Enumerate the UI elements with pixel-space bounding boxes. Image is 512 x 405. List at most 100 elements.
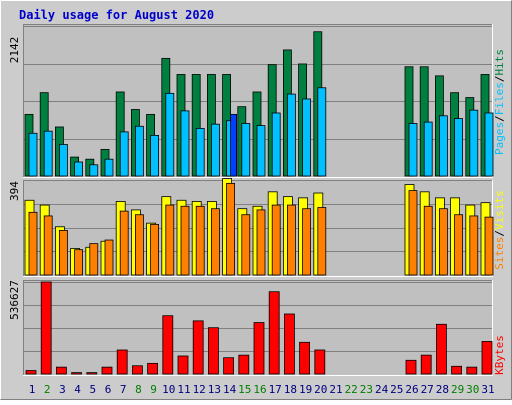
day-label-21: 21 [329, 383, 342, 396]
bar-files-day-28 [438, 115, 448, 177]
bar-files-day-2 [43, 130, 53, 177]
bar-kbytes-day-11 [177, 355, 189, 375]
bar-kbytes-day-13 [207, 327, 219, 375]
bar-kbytes-day-9 [147, 362, 159, 375]
bar-files-day-13 [210, 123, 220, 177]
bar-kbytes-day-16 [253, 322, 265, 375]
bar-sites-day-10 [165, 204, 175, 276]
day-label-5: 5 [89, 383, 96, 396]
day-label-28: 28 [436, 383, 449, 396]
bar-sites-day-30 [469, 215, 479, 276]
chart-title: Daily usage for August 2020 [19, 8, 214, 22]
bar-kbytes-day-4 [71, 372, 82, 375]
day-label-17: 17 [269, 383, 282, 396]
ymax-label-kbytes: 536627 [8, 280, 21, 320]
panel-visits-sites [23, 178, 494, 277]
bar-files-day-16 [256, 125, 266, 177]
bar-kbytes-day-6 [101, 366, 113, 375]
legend-hits: Hits [493, 49, 506, 76]
legend-sep-2: / [493, 76, 506, 83]
day-label-20: 20 [314, 383, 327, 396]
day-label-22: 22 [345, 383, 358, 396]
bar-files-day-31 [484, 112, 494, 177]
day-label-11: 11 [177, 383, 190, 396]
bar-kbytes-day-3 [56, 366, 67, 375]
legend-sep-3: / [493, 230, 506, 237]
day-label-25: 25 [390, 383, 403, 396]
bar-kbytes-day-14 [223, 357, 235, 375]
day-label-6: 6 [105, 383, 112, 396]
bar-kbytes-day-30 [466, 366, 478, 375]
bar-kbytes-day-8 [131, 365, 143, 375]
legend-pages: Pages [493, 122, 506, 155]
bar-files-day-5 [89, 164, 99, 177]
bar-kbytes-day-26 [405, 359, 417, 375]
bar-sites-day-16 [256, 209, 266, 276]
bar-files-day-27 [423, 121, 433, 177]
bar-sites-day-31 [484, 216, 494, 276]
bar-sites-day-26 [408, 190, 418, 276]
day-label-4: 4 [74, 383, 81, 396]
day-label-13: 13 [208, 383, 221, 396]
bar-files-day-11 [180, 110, 190, 177]
day-label-2: 2 [44, 383, 51, 396]
bar-sites-day-17 [271, 204, 281, 276]
bar-kbytes-day-29 [451, 365, 463, 375]
bar-files-day-3 [59, 144, 68, 177]
bar-files-day-19 [302, 98, 312, 177]
ymax-label-visits: 394 [8, 181, 21, 201]
day-label-27: 27 [421, 383, 434, 396]
legend-hits-files-pages: Pages/Files/Hits [493, 49, 506, 155]
bar-sites-day-13 [210, 208, 220, 276]
bar-sites-day-9 [150, 223, 160, 276]
bar-kbytes-day-15 [238, 354, 250, 375]
bar-sites-day-20 [317, 207, 327, 276]
bar-files-day-30 [469, 109, 479, 177]
day-label-3: 3 [59, 383, 66, 396]
day-label-30: 30 [466, 383, 479, 396]
bar-sites-day-15 [241, 214, 251, 276]
bar-files-day-18 [286, 93, 296, 177]
bar-files-day-26 [408, 123, 418, 177]
bar-kbytes-day-27 [420, 354, 432, 375]
bar-files-day-12 [195, 127, 205, 177]
bar-pages-day-14 [230, 113, 238, 177]
bar-sites-day-8 [134, 214, 144, 276]
panel-hits-files-pages [23, 24, 494, 178]
day-label-26: 26 [405, 383, 418, 396]
legend-sites: Sites [493, 237, 506, 270]
bar-kbytes-day-12 [192, 320, 204, 375]
day-label-31: 31 [481, 383, 494, 396]
bar-files-day-7 [119, 131, 129, 177]
day-labels: 1 2 3 4 5 6 7 8 9 10 11 12 13 14 15 16 17 18 19 20 21 22 23 24 2… [29, 383, 495, 396]
day-label-14: 14 [223, 383, 237, 396]
bar-files-day-20 [317, 87, 327, 177]
bar-sites-day-27 [423, 205, 433, 276]
day-label-9: 9 [150, 383, 157, 396]
bar-sites-day-7 [119, 210, 129, 276]
bar-files-day-9 [150, 134, 160, 177]
bar-sites-day-1 [28, 211, 38, 276]
bar-kbytes-day-7 [116, 349, 128, 375]
bar-kbytes-day-10 [162, 315, 174, 375]
day-label-8: 8 [135, 383, 142, 396]
bar-files-day-15 [241, 123, 251, 177]
bar-sites-day-29 [454, 214, 464, 276]
bar-sites-day-18 [286, 204, 296, 276]
bar-kbytes-day-1 [25, 370, 37, 375]
bar-kbytes-day-31 [481, 341, 493, 375]
bar-files-day-17 [271, 112, 281, 177]
legend-files: Files [493, 82, 506, 115]
bar-kbytes-day-18 [283, 313, 295, 375]
bar-files-day-8 [134, 125, 144, 177]
bar-sites-day-11 [180, 205, 190, 276]
bar-sites-day-5 [89, 243, 99, 276]
legend-visits-sites: Sites/Visits [493, 190, 506, 270]
day-label-16: 16 [253, 383, 266, 396]
bar-kbytes-day-28 [435, 323, 447, 375]
day-label-12: 12 [193, 383, 206, 396]
bar-sites-day-3 [59, 229, 68, 276]
day-label-24: 24 [375, 383, 389, 396]
day-label-10: 10 [162, 383, 175, 396]
